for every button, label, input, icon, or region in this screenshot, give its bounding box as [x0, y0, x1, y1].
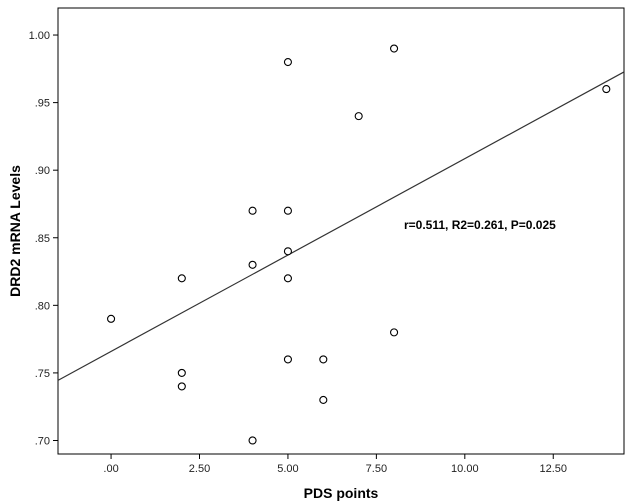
y-tick-label: .80	[35, 300, 50, 312]
data-point	[354, 112, 363, 121]
y-tick-label: .70	[35, 435, 50, 447]
y-tick-label: .75	[35, 368, 50, 380]
x-tick-label: .00	[103, 463, 118, 475]
data-point	[319, 395, 328, 404]
y-tick-label: .90	[35, 165, 50, 177]
data-point	[283, 247, 292, 256]
y-tick-label: .85	[35, 233, 50, 245]
data-point	[602, 85, 611, 94]
x-axis: .00 2.50 5.00 7.50 10.00 12.50	[103, 454, 567, 475]
x-axis-title: PDS points	[304, 485, 379, 501]
data-point	[248, 260, 257, 269]
y-axis-title: DRD2 mRNA Levels	[7, 165, 23, 297]
data-point	[177, 382, 186, 391]
data-point	[283, 206, 292, 215]
data-point	[283, 58, 292, 67]
data-point	[283, 355, 292, 364]
y-tick-label: .95	[35, 98, 50, 110]
data-point	[248, 436, 257, 445]
correlation-annotation: r=0.511, R2=0.261, P=0.025	[404, 218, 556, 232]
data-point	[319, 355, 328, 364]
plot-area	[57, 7, 625, 455]
data-point	[177, 274, 186, 283]
data-point	[390, 44, 399, 53]
x-tick-label: 7.50	[366, 463, 387, 475]
y-tick-label: 1.00	[29, 30, 50, 42]
data-point	[177, 368, 186, 377]
data-point	[283, 274, 292, 283]
regression-line	[57, 71, 625, 381]
data-point	[248, 206, 257, 215]
x-tick-label: 5.00	[277, 463, 298, 475]
x-tick-label: 2.50	[189, 463, 210, 475]
data-point	[390, 328, 399, 337]
data-points	[107, 44, 611, 445]
y-axis: .70 .75 .80 .85 .90 .95 1.00	[29, 30, 58, 447]
data-point	[107, 314, 116, 323]
x-tick-label: 12.50	[539, 463, 567, 475]
x-tick-label: 10.00	[451, 463, 479, 475]
